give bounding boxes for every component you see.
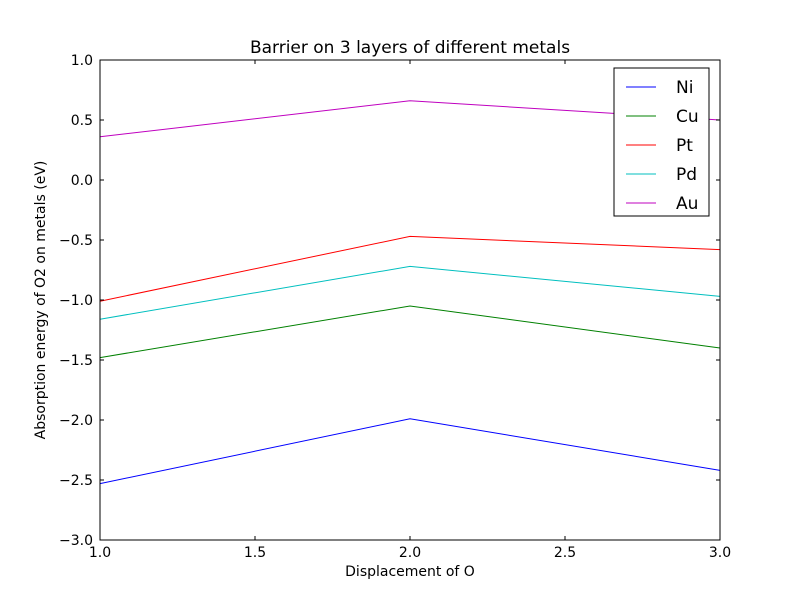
chart-title: Barrier on 3 layers of different metals bbox=[250, 38, 570, 58]
y-tick-label: −3.0 bbox=[59, 533, 93, 549]
y-axis-label: Absorption energy of O2 on metals (eV) bbox=[33, 161, 49, 440]
y-tick-label: −0.5 bbox=[59, 233, 93, 249]
series-line-pd bbox=[99, 265, 721, 320]
y-tick-label: 0.5 bbox=[71, 113, 93, 129]
legend-label-ni: Ni bbox=[676, 78, 693, 98]
y-tick-label: 0.0 bbox=[71, 173, 93, 189]
legend: Ni Cu Pt Pd Au bbox=[613, 67, 710, 217]
ticks-layer: 1.0 1.5 2.0 2.5 3.0 1.0 0.5 0.0 −0.5 −1.0 −1.5 −2.0… bbox=[59, 53, 731, 561]
x-tick-label: 2.5 bbox=[554, 545, 576, 561]
x-axis-label: Displacement of O bbox=[345, 564, 475, 580]
series-line-ni bbox=[99, 418, 721, 485]
legend-box bbox=[613, 67, 710, 217]
y-tick-label: −1.0 bbox=[59, 293, 93, 309]
y-tick-label: −2.5 bbox=[59, 473, 93, 489]
y-tick-label: 1.0 bbox=[71, 53, 93, 69]
x-tick-label: 2.0 bbox=[399, 545, 421, 561]
series-layer bbox=[99, 100, 721, 485]
legend-label-pt: Pt bbox=[676, 136, 693, 156]
legend-label-cu: Cu bbox=[676, 107, 699, 127]
y-tick-label: −2.0 bbox=[59, 413, 93, 429]
x-tick-label: 1.5 bbox=[244, 545, 266, 561]
x-tick-label: 1.0 bbox=[89, 545, 111, 561]
legend-label-pd: Pd bbox=[676, 165, 697, 185]
legend-label-au: Au bbox=[676, 194, 698, 214]
x-tick-label: 3.0 bbox=[709, 545, 731, 561]
series-line-pt bbox=[99, 235, 721, 302]
y-tick-label: −1.5 bbox=[59, 353, 93, 369]
series-line-cu bbox=[99, 305, 721, 359]
